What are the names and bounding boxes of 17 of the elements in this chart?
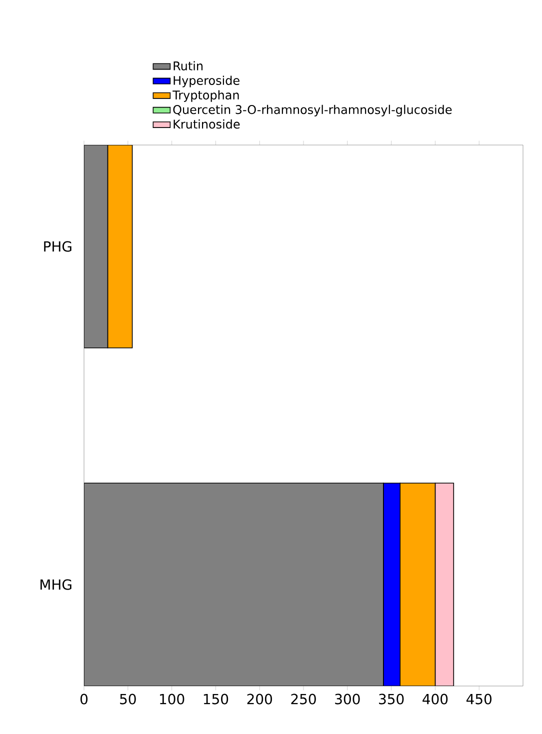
x-tick-label: 100 [160,694,184,704]
x-tick-label: 0 [80,694,88,704]
x-tick-label: 350 [379,694,404,704]
legend-label: Quercetin 3-O-rhamnosyl-rhamnosyl-glucoside [173,104,452,116]
x-tick-label: 50 [120,694,136,704]
x-tick-label: 150 [204,694,228,704]
y-tick-label: PHG [44,241,72,252]
x-tick-label: 450 [466,694,492,704]
x-tick-label: 400 [422,694,448,704]
legend-label: Tryptophan [172,90,239,102]
legend-label: Hyperoside [174,76,240,88]
x-tick-label: 200 [247,694,272,704]
legend-label: Krutinoside [174,119,240,129]
y-tick-label: MHG [40,579,72,590]
legend-label: Rutin [174,61,203,70]
x-tick-label: 250 [291,694,316,704]
x-tick-label: 300 [335,694,360,704]
